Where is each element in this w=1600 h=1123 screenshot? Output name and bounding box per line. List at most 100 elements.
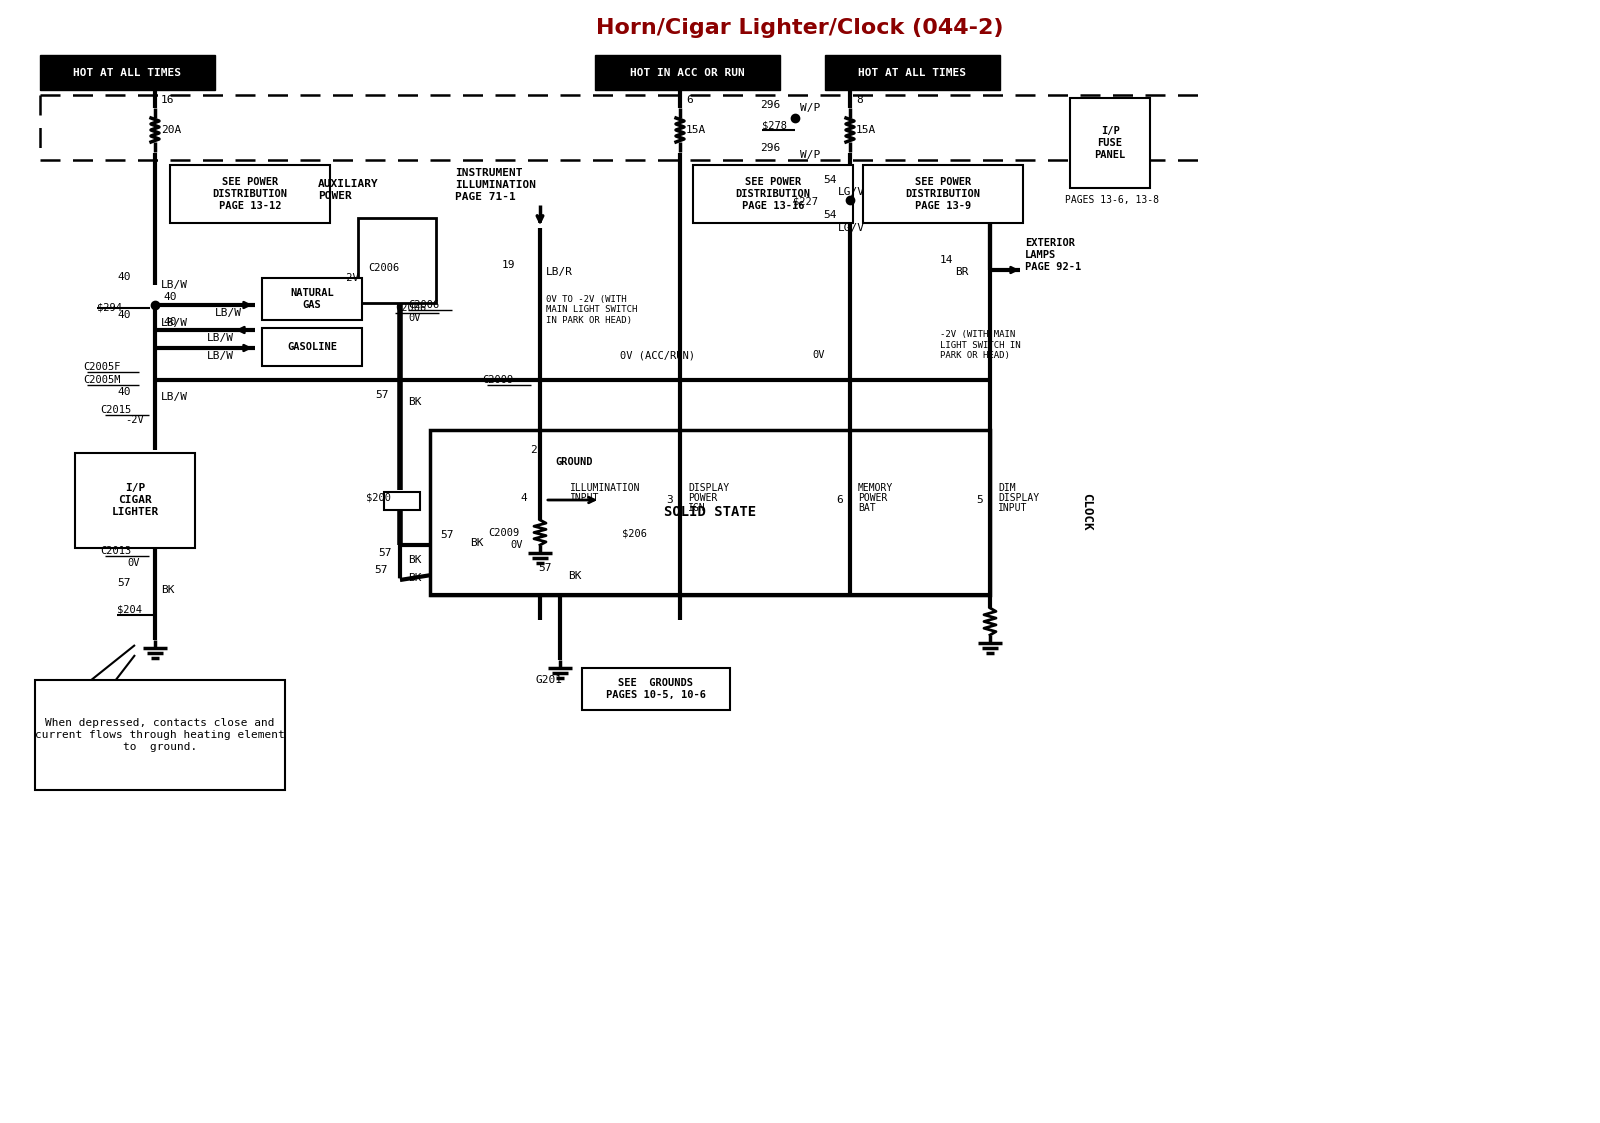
Bar <box>693 165 853 223</box>
Text: I/P
CIGAR
LIGHTER: I/P CIGAR LIGHTER <box>112 483 158 517</box>
Bar <box>170 165 330 223</box>
Bar <box>262 328 362 366</box>
Bar <box>75 453 195 548</box>
Text: 0V TO -2V (WITH
MAIN LIGHT SWITCH
IN PARK OR HEAD): 0V TO -2V (WITH MAIN LIGHT SWITCH IN PAR… <box>546 295 637 325</box>
Bar <box>40 55 214 90</box>
Text: 20A: 20A <box>162 125 181 135</box>
Text: 57: 57 <box>538 563 552 573</box>
Text: 4: 4 <box>520 493 526 503</box>
Text: $278: $278 <box>762 120 787 130</box>
Bar <box>862 165 1022 223</box>
Text: DISPLAY: DISPLAY <box>688 483 730 493</box>
Text: 3: 3 <box>666 495 672 505</box>
Text: LB/W: LB/W <box>206 351 234 360</box>
Text: GASOLINE: GASOLINE <box>286 343 338 351</box>
Text: BR: BR <box>955 267 968 277</box>
Text: I/P
FUSE
PANEL: I/P FUSE PANEL <box>1094 127 1126 159</box>
Text: AUXILIARY
POWER: AUXILIARY POWER <box>318 180 379 201</box>
Text: 54: 54 <box>822 210 837 220</box>
Text: 40: 40 <box>163 292 176 302</box>
Text: 0V: 0V <box>408 313 421 323</box>
Text: CLOCK: CLOCK <box>1080 493 1093 531</box>
Text: -2V (WITH MAIN
LIGHT SWITCH IN
PARK OR HEAD): -2V (WITH MAIN LIGHT SWITCH IN PARK OR H… <box>941 330 1021 359</box>
Text: LB/R: LB/R <box>546 267 573 277</box>
Text: 40: 40 <box>117 387 131 398</box>
Text: SEE POWER
DISTRIBUTION
PAGE 13-9: SEE POWER DISTRIBUTION PAGE 13-9 <box>906 177 981 211</box>
Text: DISPLAY: DISPLAY <box>998 493 1038 503</box>
Text: Horn/Cigar Lighter/Clock (044-2): Horn/Cigar Lighter/Clock (044-2) <box>597 18 1003 38</box>
Text: POWER: POWER <box>858 493 888 503</box>
Text: 16: 16 <box>162 95 174 104</box>
Text: 0V: 0V <box>813 350 824 360</box>
Bar <box>430 430 990 595</box>
Text: BK: BK <box>408 398 421 407</box>
Text: BK: BK <box>568 570 581 581</box>
Text: IGN: IGN <box>688 503 706 513</box>
Text: $294: $294 <box>98 303 122 313</box>
Text: C2009: C2009 <box>482 375 514 385</box>
Text: BK: BK <box>470 538 483 548</box>
Text: 40: 40 <box>117 310 131 320</box>
Text: INPUT: INPUT <box>998 503 1027 513</box>
Text: ILLUMINATION: ILLUMINATION <box>570 483 640 493</box>
Text: 57: 57 <box>440 530 453 540</box>
Text: 57: 57 <box>374 390 389 400</box>
Text: C2013: C2013 <box>99 546 131 556</box>
Text: 57: 57 <box>117 578 131 588</box>
Text: C2009: C2009 <box>488 528 520 538</box>
Text: HOT AT ALL TIMES: HOT AT ALL TIMES <box>858 69 966 77</box>
Bar <box>358 218 435 303</box>
Text: SEE POWER
DISTRIBUTION
PAGE 13-12: SEE POWER DISTRIBUTION PAGE 13-12 <box>213 177 288 211</box>
Text: 40: 40 <box>117 272 131 282</box>
Text: 6: 6 <box>835 495 843 505</box>
Text: 5: 5 <box>976 495 982 505</box>
Text: HOT IN ACC OR RUN: HOT IN ACC OR RUN <box>630 69 744 77</box>
Text: GROUND: GROUND <box>555 457 592 467</box>
Text: SEE POWER
DISTRIBUTION
PAGE 13-16: SEE POWER DISTRIBUTION PAGE 13-16 <box>736 177 811 211</box>
Bar <box>595 55 781 90</box>
Text: C2006: C2006 <box>368 263 400 273</box>
Text: 6: 6 <box>686 95 693 104</box>
Text: LB/W: LB/W <box>206 334 234 343</box>
Bar <box>384 492 419 510</box>
Text: $200: $200 <box>366 493 390 503</box>
Text: SOLID STATE: SOLID STATE <box>664 505 757 519</box>
Text: 40: 40 <box>163 317 176 327</box>
Text: 15A: 15A <box>856 125 877 135</box>
Text: C2015: C2015 <box>99 405 131 416</box>
Text: 2: 2 <box>530 445 536 455</box>
Text: BK: BK <box>162 585 174 595</box>
Text: -2V: -2V <box>125 416 144 424</box>
Bar <box>262 279 362 320</box>
Text: LB/W: LB/W <box>162 392 189 402</box>
Text: $227: $227 <box>794 197 818 207</box>
Text: 15A: 15A <box>686 125 706 135</box>
Text: G201: G201 <box>534 675 562 685</box>
Text: When depressed, contacts close and
current flows through heating element
to  gro: When depressed, contacts close and curre… <box>35 719 285 751</box>
Text: $206: $206 <box>622 528 646 538</box>
Bar <box>826 55 1000 90</box>
Bar <box>1070 98 1150 188</box>
Text: C2005F: C2005F <box>83 362 120 372</box>
Text: 0V: 0V <box>126 558 139 568</box>
Text: C2006: C2006 <box>408 300 440 310</box>
Text: W/P: W/P <box>800 150 821 159</box>
Text: MEMORY: MEMORY <box>858 483 893 493</box>
Text: 57: 57 <box>378 548 392 558</box>
Bar <box>582 668 730 710</box>
Text: 296: 296 <box>760 143 781 153</box>
Text: 8: 8 <box>856 95 862 104</box>
Text: 14: 14 <box>941 255 954 265</box>
Text: W/P: W/P <box>800 103 821 113</box>
Text: C2005M: C2005M <box>83 375 120 385</box>
Text: 54: 54 <box>822 175 837 185</box>
Text: C2006: C2006 <box>395 303 426 313</box>
Text: BK: BK <box>408 555 421 565</box>
Text: BAT: BAT <box>858 503 875 513</box>
Text: -2V: -2V <box>339 273 358 283</box>
Text: HOT AT ALL TIMES: HOT AT ALL TIMES <box>74 69 181 77</box>
Text: NATURAL
GAS: NATURAL GAS <box>290 289 334 310</box>
Text: 0V: 0V <box>510 540 523 550</box>
Text: BK: BK <box>408 573 421 583</box>
Text: INPUT: INPUT <box>570 493 600 503</box>
